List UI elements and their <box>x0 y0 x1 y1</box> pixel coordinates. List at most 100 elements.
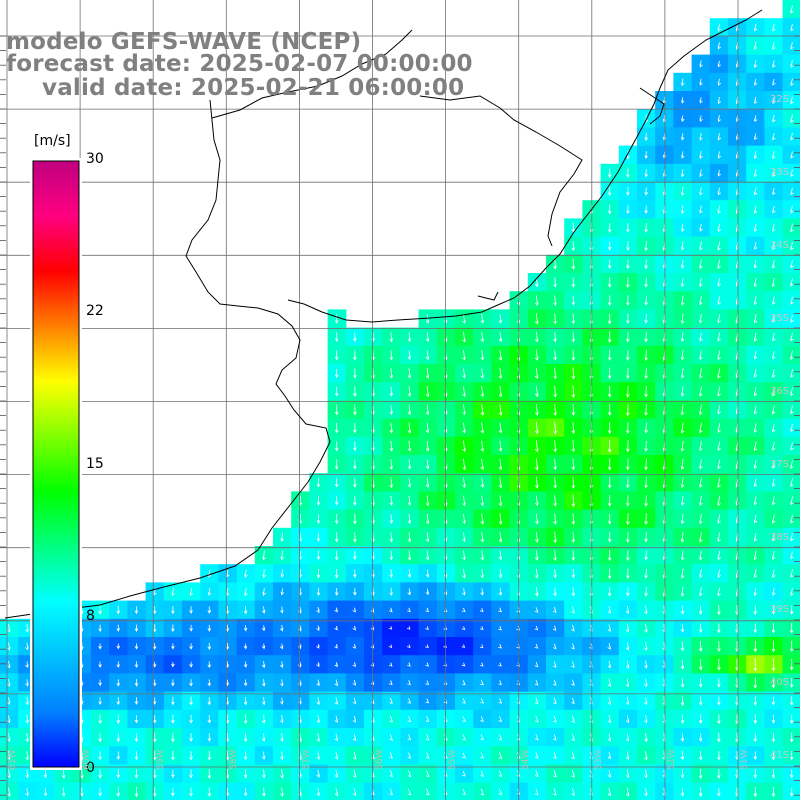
wind-arrow <box>754 369 758 378</box>
wind-arrow <box>152 750 157 761</box>
wind-arrow <box>553 403 557 416</box>
wind-arrow <box>626 385 630 398</box>
wind-arrow <box>98 697 102 706</box>
wind-arrow <box>462 550 466 561</box>
wind-arrow <box>316 769 320 778</box>
wind-arrow <box>771 677 776 689</box>
wind-arrow <box>753 732 758 743</box>
wind-arrow <box>681 241 685 251</box>
wind-arrow <box>754 314 758 324</box>
wind-arrow <box>644 787 648 797</box>
wind-arrow <box>116 697 121 706</box>
wind-arrow <box>681 97 685 104</box>
wind-arrow <box>171 696 175 706</box>
wind-arrow <box>352 715 357 723</box>
wind-arrow <box>699 132 703 141</box>
wind-arrow <box>352 643 356 649</box>
wind-arrow <box>681 332 685 342</box>
wind-arrow <box>189 643 193 650</box>
wind-arrow <box>462 680 466 686</box>
wind-arrow <box>644 642 648 651</box>
wind-arrow <box>261 787 266 797</box>
wind-arrow <box>607 513 612 525</box>
wind-arrow <box>171 643 175 650</box>
wind-arrow <box>480 350 484 361</box>
wind-arrow <box>754 41 758 50</box>
wind-arrow <box>534 607 539 613</box>
wind-arrow <box>681 205 685 215</box>
wind-arrow <box>425 440 430 452</box>
wind-arrow <box>571 513 575 525</box>
wind-arrow <box>462 752 466 759</box>
wind-arrow <box>681 277 685 288</box>
wind-arrow <box>534 715 539 723</box>
wind-arrow <box>790 60 794 68</box>
wind-arrow <box>717 441 721 452</box>
wind-arrow <box>626 495 630 507</box>
wind-arrow <box>553 295 557 307</box>
wind-arrow <box>389 459 393 470</box>
wind-arrow <box>280 588 285 596</box>
wind-arrow <box>534 697 539 705</box>
wind-arrow <box>626 205 630 215</box>
wind-arrow <box>754 277 758 287</box>
wind-arrow <box>571 403 575 416</box>
wind-arrow <box>699 187 703 196</box>
wind-arrow <box>407 680 411 686</box>
wind-arrow <box>352 625 356 631</box>
wind-arrow <box>7 733 11 742</box>
wind-arrow <box>644 696 648 706</box>
wind-arrow <box>535 531 539 543</box>
wind-arrow <box>425 770 430 778</box>
wind-arrow <box>207 715 212 724</box>
wind-arrow <box>389 514 393 524</box>
wind-arrow <box>789 732 794 743</box>
longitude-label: 52W <box>667 749 677 770</box>
wind-arrow <box>389 697 393 705</box>
wind-arrow <box>717 423 721 433</box>
wind-arrow <box>152 787 157 797</box>
wind-speed-cell <box>418 782 438 800</box>
wind-arrow <box>316 514 321 525</box>
wind-arrow <box>498 422 502 434</box>
wind-arrow <box>698 623 703 633</box>
wind-arrow <box>498 314 502 324</box>
longitude-label: 60W <box>82 749 92 770</box>
wind-arrow <box>644 151 649 160</box>
wind-arrow <box>644 476 648 489</box>
wind-arrow <box>717 604 721 616</box>
wind-arrow <box>25 679 29 687</box>
wind-arrow <box>717 60 722 68</box>
wind-arrow <box>607 678 611 688</box>
wind-arrow <box>207 624 211 632</box>
wind-arrow <box>498 698 503 704</box>
wind-arrow <box>407 422 412 434</box>
wind-arrow <box>7 751 11 761</box>
wind-arrow <box>425 716 430 723</box>
wind-arrow <box>699 277 703 288</box>
wind-arrow <box>790 478 794 488</box>
wind-arrow <box>644 495 648 507</box>
wind-arrow <box>226 569 230 578</box>
wind-arrow <box>98 751 102 761</box>
wind-arrow <box>571 550 575 561</box>
wind-arrow <box>772 551 776 560</box>
wind-arrow <box>498 550 502 561</box>
wind-arrow <box>790 187 794 196</box>
wind-arrow <box>425 626 429 630</box>
wind-arrow <box>25 769 29 779</box>
wind-arrow <box>462 350 466 361</box>
wind-arrow <box>717 640 721 653</box>
wind-arrow <box>389 495 393 506</box>
wind-arrow <box>790 514 794 524</box>
wind-arrow <box>389 770 393 778</box>
wind-arrow <box>534 625 539 631</box>
wind-arrow <box>152 606 157 615</box>
wind-arrow <box>607 204 612 215</box>
wind-arrow <box>134 661 139 669</box>
wind-arrow <box>644 132 649 142</box>
wind-arrow <box>280 624 284 632</box>
wind-arrow <box>98 643 102 650</box>
wind-arrow <box>280 733 284 742</box>
wind-arrow <box>607 458 612 471</box>
